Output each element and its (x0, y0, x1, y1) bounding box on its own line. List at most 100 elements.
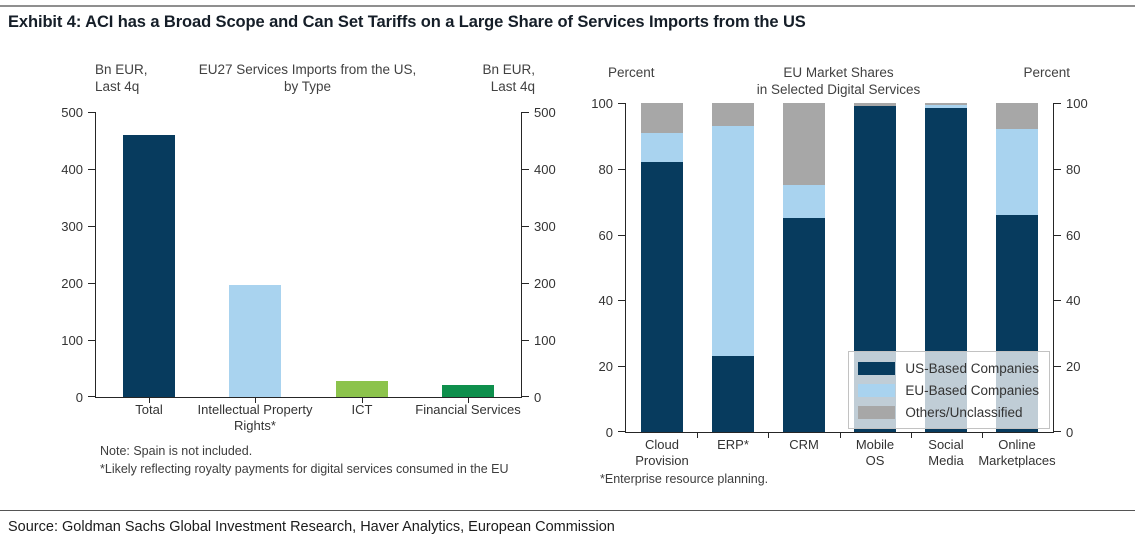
x-tick-mark (255, 397, 256, 403)
y-axis-tick-label: 500 (61, 105, 83, 120)
y-tick-mark-right (522, 169, 529, 170)
right-chart-y-unit-right: Percent (1023, 65, 1070, 80)
y-axis-tick-label: 0 (605, 425, 613, 440)
exhibit-title: Exhibit 4: ACI has a Broad Scope and Can… (8, 13, 806, 31)
y-axis-tick-label: 200 (534, 276, 556, 291)
y-tick-mark-left (618, 235, 625, 236)
left-chart-plot: 0 0 100 100 200 200 300 300 400 400 500 500 Total Int… (61, 106, 555, 433)
stacked-bar-segment (641, 132, 683, 163)
stacked-bar-segment (641, 162, 683, 432)
x-axis-category-label: Financial Services (415, 402, 521, 417)
stacked-bar-segment (712, 126, 754, 357)
y-axis-tick-label: 80 (1066, 162, 1081, 177)
stacked-bar-segment (925, 103, 967, 105)
y-tick-mark-right (1054, 235, 1061, 236)
y-tick-mark-left (88, 112, 95, 113)
stacked-bar-segment (783, 218, 825, 432)
stacked-bar-segment (996, 103, 1038, 130)
stacked-bar-segment (925, 104, 967, 108)
x-axis-category-label: Cloud Provision (635, 437, 689, 468)
y-axis-tick-label: 0 (534, 390, 542, 405)
stacked-bar-segment (712, 103, 754, 126)
x-tick-mark (362, 397, 363, 403)
y-tick-mark-left (618, 169, 625, 170)
legend-label: Others/Unclassified (905, 404, 1023, 420)
y-tick-mark-right (522, 112, 529, 113)
x-axis-category-label: CRM (789, 437, 819, 452)
y-tick-mark-left (618, 300, 625, 301)
y-axis-tick-label: 60 (1066, 228, 1081, 243)
legend-item: EU-Based Companies (858, 379, 1039, 401)
stacked-bar-segment (712, 356, 754, 432)
x-axis-category-label: ICT (351, 402, 373, 417)
y-axis-tick-label: 80 (598, 162, 613, 177)
legend-item: US-Based Companies (858, 357, 1039, 379)
y-tick-mark-right (522, 283, 529, 284)
y-axis-tick-label: 20 (1066, 359, 1081, 374)
y-axis-tick-label: 40 (598, 293, 613, 308)
y-axis-tick-label: 40 (1066, 293, 1081, 308)
y-tick-mark-right (1054, 431, 1061, 432)
legend: US-Based Companies EU-Based Companies Othe… (848, 351, 1050, 429)
y-tick-mark-left (88, 396, 95, 397)
source-line: Source: Goldman Sachs Global Investment … (8, 519, 615, 535)
y-axis-tick-label: 20 (598, 359, 613, 374)
legend-label: US-Based Companies (905, 360, 1039, 376)
y-axis-tick-label: 60 (598, 228, 613, 243)
bottom-divider (0, 510, 1135, 511)
legend-label: EU-Based Companies (905, 382, 1039, 398)
x-tick-mark (697, 432, 698, 438)
y-tick-mark-right (1054, 103, 1061, 104)
x-axis-category-label: Intellectual Property Rights* (197, 402, 313, 433)
bar (442, 385, 494, 397)
y-tick-mark-left (618, 366, 625, 367)
y-tick-mark-right (522, 396, 529, 397)
y-axis-tick-label: 300 (534, 219, 556, 234)
x-tick-mark (149, 397, 150, 403)
bar (229, 285, 281, 397)
bar (336, 381, 388, 397)
left-chart-y-unit-right: Bn EUR, Last 4q (482, 62, 535, 94)
x-axis-category-label: Social Media (928, 437, 964, 468)
legend-swatch (858, 361, 896, 375)
y-tick-mark-left (88, 169, 95, 170)
x-tick-mark (982, 432, 983, 438)
left-chart-note-line2: *Likely reflecting royalty payments for … (100, 462, 509, 476)
x-tick-mark (911, 432, 912, 438)
right-chart-y-unit-left: Percent (608, 65, 655, 80)
y-axis-tick-label: 100 (61, 333, 83, 348)
right-chart-footnote: *Enterprise resource planning. (600, 472, 769, 486)
y-axis-tick-label: 500 (534, 105, 556, 120)
y-tick-mark-right (1054, 169, 1061, 170)
y-axis-tick-label: 200 (61, 276, 83, 291)
stacked-bar-segment (783, 102, 825, 186)
legend-swatch (858, 405, 896, 419)
legend-swatch (858, 383, 896, 397)
bar (123, 135, 175, 397)
right-chart-plot: 0 0 20 20 40 40 60 60 80 80 100 100 Cloud Provision E… (591, 97, 1087, 468)
y-tick-mark-left (88, 340, 95, 341)
x-tick-mark (468, 397, 469, 403)
y-axis-tick-label: 100 (1066, 96, 1088, 111)
left-chart-note-line1: Note: Spain is not included. (100, 444, 253, 458)
stacked-bar-segment (996, 129, 1038, 215)
stacked-bar-segment (854, 103, 896, 107)
left-chart-title: EU27 Services Imports from the US, by Ty… (198, 62, 417, 94)
x-axis-category-label: Online Marketplaces (978, 437, 1056, 468)
x-tick-mark (768, 432, 769, 438)
stacked-bar-segment (641, 103, 683, 133)
y-tick-mark-left (618, 103, 625, 104)
y-tick-mark-right (1054, 300, 1061, 301)
stacked-bar-segment (783, 185, 825, 219)
y-axis-tick-label: 400 (534, 162, 556, 177)
y-axis-tick-label: 400 (61, 162, 83, 177)
y-tick-mark-left (618, 431, 625, 432)
y-axis-tick-label: 100 (534, 333, 556, 348)
y-axis-tick-label: 300 (61, 219, 83, 234)
x-tick-mark (840, 432, 841, 438)
x-axis-category-label: Total (135, 402, 163, 417)
x-axis-category-label: Mobile OS (855, 437, 895, 468)
x-axis-category-label: ERP* (717, 437, 749, 452)
y-axis-tick-label: 0 (75, 390, 83, 405)
